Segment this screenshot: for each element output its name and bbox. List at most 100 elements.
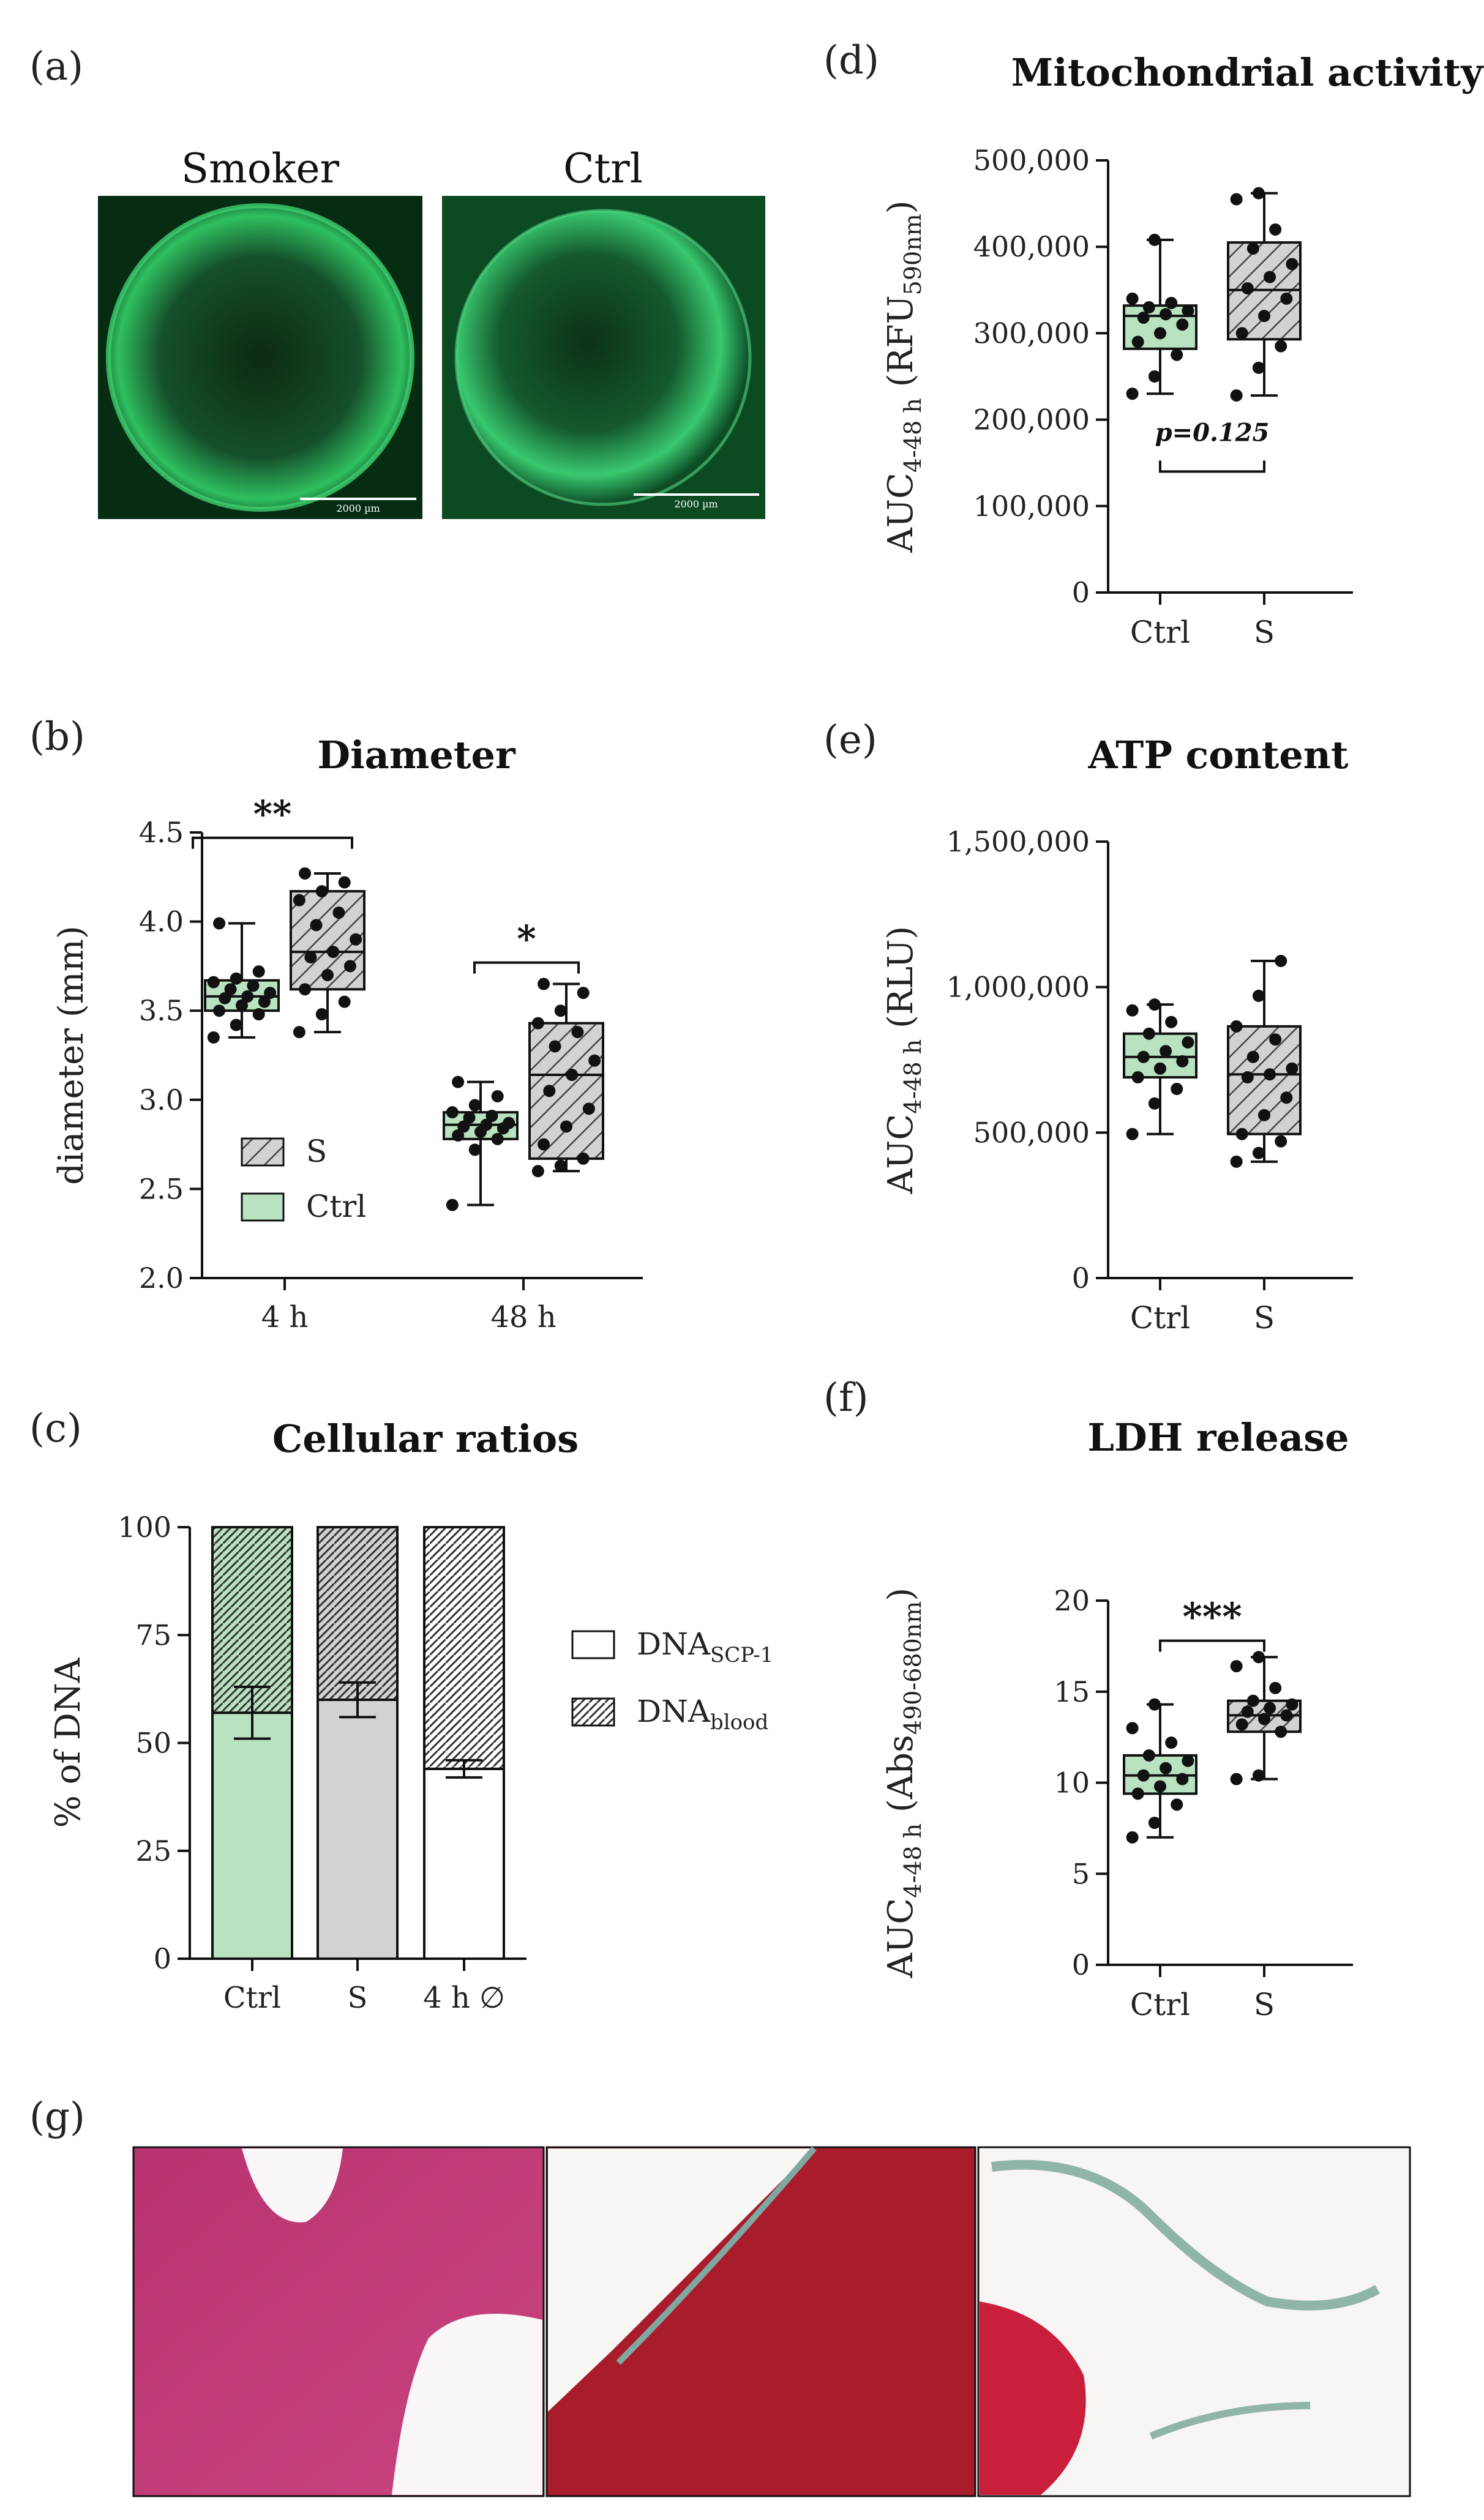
data-point: [1230, 1660, 1243, 1673]
panel-d-label: (d): [823, 38, 879, 83]
chart-d: 0 100,000 200,000 300,000 400,000 500,000 (d) M…: [823, 38, 1484, 650]
data-point: [468, 1099, 481, 1112]
y-tick-label: 4.5: [139, 816, 184, 849]
data-point: [1235, 1718, 1248, 1731]
data-point: [1246, 1050, 1259, 1063]
data-point: [1252, 1651, 1265, 1664]
data-point: [236, 999, 248, 1012]
y-tick-label: 75: [135, 1618, 171, 1651]
y-tick-label: 500,000: [973, 1116, 1090, 1149]
chart-title: LDH release: [1087, 1415, 1349, 1460]
data-point: [452, 1129, 465, 1142]
data-point: [293, 1026, 305, 1039]
y-axis-label: AUC4-48 h (RFU590nm): [881, 200, 926, 553]
panel-g-label: (g): [29, 2095, 85, 2140]
y-tick-label: 5: [1072, 1857, 1090, 1890]
panel-a-label: (a): [29, 44, 83, 89]
data-point: [1148, 1816, 1161, 1829]
data-point: [1126, 1722, 1139, 1735]
data-point: [1148, 1097, 1161, 1110]
y-tick-label: 400,000: [973, 230, 1090, 263]
y-tick-label: 300,000: [973, 316, 1090, 350]
x-tick-label: S: [348, 1981, 368, 2015]
panel-c-label: (c): [29, 1406, 82, 1451]
significance-bracket: [192, 836, 353, 849]
y-tick-label: 2.5: [139, 1172, 184, 1205]
data-point: [224, 983, 237, 996]
legend: S Ctrl: [241, 1134, 366, 1224]
image-title-smoker: Smoker: [181, 145, 340, 192]
data-point: [1160, 1045, 1172, 1058]
box-ctrl: [1123, 998, 1197, 1140]
data-point: [1165, 1737, 1178, 1749]
data-point: [338, 995, 351, 1008]
data-point: [213, 1004, 226, 1017]
panel-f-label: (f): [823, 1375, 869, 1421]
data-point: [350, 933, 362, 946]
data-point: [1154, 1780, 1166, 1793]
data-point: [1258, 1109, 1270, 1121]
y-tick-label: 1,500,000: [946, 825, 1090, 858]
data-point: [538, 978, 550, 990]
data-point: [1131, 335, 1144, 348]
data-point: [315, 885, 328, 898]
data-point: [299, 983, 312, 996]
histology-image-2: [545, 2146, 976, 2497]
data-point: [1246, 1694, 1259, 1707]
significance-label: ***: [1182, 1594, 1242, 1639]
data-point: [446, 1198, 459, 1211]
data-point: [1126, 1127, 1139, 1140]
significance-bracket: [1159, 460, 1265, 473]
data-point: [485, 1110, 498, 1123]
data-point: [1275, 1135, 1287, 1148]
data-point: [1142, 301, 1155, 314]
data-point: [1269, 1033, 1282, 1046]
data-point: [588, 1054, 601, 1067]
data-point: [327, 946, 340, 959]
x-tick-label: Ctrl: [223, 1981, 281, 2015]
x-tick-label: S: [1254, 1300, 1275, 1336]
y-tick-label: 3.5: [139, 994, 184, 1027]
data-point: [299, 867, 312, 880]
data-point: [293, 894, 305, 907]
data-point: [1264, 1068, 1276, 1081]
y-axis-label: % of DNA: [48, 1658, 88, 1828]
data-point: [1165, 296, 1178, 309]
panel-e-label: (e): [823, 717, 877, 763]
data-point: [1235, 327, 1248, 340]
data-point: [230, 972, 242, 985]
data-point: [1252, 187, 1265, 200]
y-tick-label: 15: [1054, 1675, 1090, 1708]
data-point: [310, 919, 323, 932]
data-point: [503, 1116, 515, 1129]
data-point: [1142, 1749, 1155, 1762]
y-tick-label: 500,000: [973, 144, 1090, 177]
box-ctrl-0: [204, 917, 280, 1044]
x-tick-label: Ctrl: [1130, 1300, 1190, 1336]
data-point: [1171, 1798, 1183, 1811]
data-point: [538, 1138, 550, 1151]
fluorescence-image-ctrl: 2000 µm: [442, 196, 765, 519]
data-point: [468, 1143, 481, 1156]
data-point: [1148, 370, 1161, 383]
y-tick-label: 2.0: [139, 1262, 184, 1295]
data-point: [1171, 1083, 1183, 1096]
data-point: [1154, 327, 1166, 340]
data-point: [1230, 1155, 1243, 1168]
significance-bracket: [473, 961, 580, 974]
legend-swatch-ctrl: [241, 1192, 285, 1222]
data-point: [1280, 1709, 1293, 1722]
data-point: [230, 1019, 242, 1031]
box-ctrl: [1123, 1698, 1197, 1844]
data-point: [1252, 361, 1265, 374]
data-point: [1235, 1127, 1248, 1140]
y-tick-label: 1,000,000: [946, 971, 1090, 1004]
significance-label: **: [253, 793, 292, 836]
data-point: [219, 992, 231, 1004]
data-point: [1264, 1702, 1276, 1714]
chart-title: Mitochondrial activity: [1011, 50, 1484, 95]
box-ctrl: [1123, 233, 1197, 400]
data-point: [247, 979, 260, 992]
data-point: [1246, 242, 1259, 255]
data-point: [560, 1120, 572, 1133]
